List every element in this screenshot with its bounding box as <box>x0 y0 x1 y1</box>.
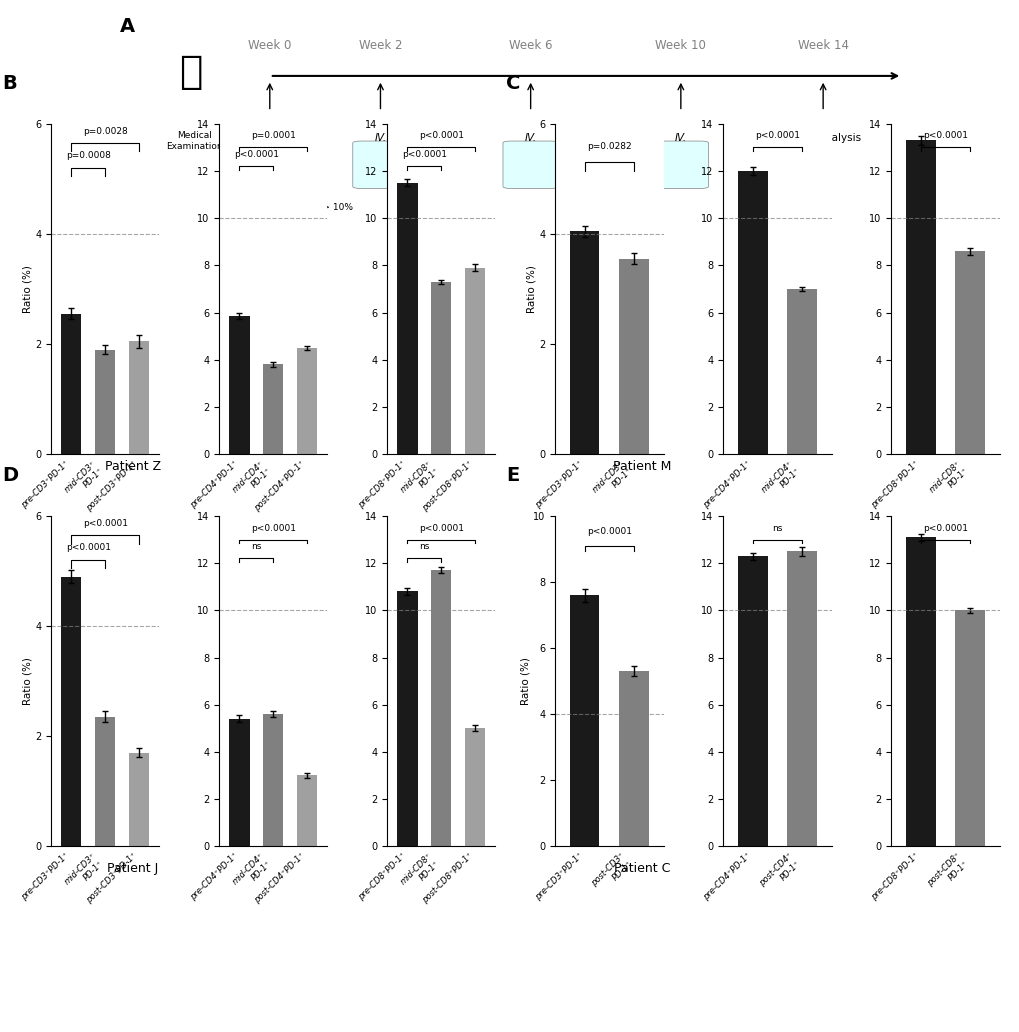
Text: p<0.0001: p<0.0001 <box>419 131 464 140</box>
Text: IV.: IV. <box>675 133 686 143</box>
Y-axis label: Ratio (%): Ratio (%) <box>520 657 530 705</box>
Text: IV.: IV. <box>374 133 386 143</box>
Y-axis label: Ratio (%): Ratio (%) <box>526 265 536 313</box>
Y-axis label: Ratio (%): Ratio (%) <box>22 657 33 705</box>
Text: p=0.0028: p=0.0028 <box>83 127 127 136</box>
FancyBboxPatch shape <box>652 141 708 189</box>
Bar <box>737 556 766 846</box>
Text: Patient M: Patient M <box>612 459 672 473</box>
Text: p<0.0001: p<0.0001 <box>922 131 967 140</box>
Bar <box>128 752 149 846</box>
Bar <box>619 259 648 454</box>
Bar <box>297 775 317 846</box>
Bar <box>431 571 451 846</box>
Bar <box>229 719 250 846</box>
Text: p=0.0001: p=0.0001 <box>251 131 296 140</box>
Text: p=0.0008: p=0.0008 <box>66 151 111 160</box>
Text: ns: ns <box>251 543 261 551</box>
Bar <box>431 282 451 454</box>
Bar <box>229 316 250 454</box>
Bar <box>570 231 599 454</box>
Text: p<0.0001: p<0.0001 <box>754 131 799 140</box>
Text: A: A <box>119 17 135 36</box>
Bar <box>955 610 984 846</box>
Bar <box>263 364 283 454</box>
Text: Blood
Collection: Blood Collection <box>255 131 300 151</box>
Y-axis label: Ratio (%): Ratio (%) <box>22 265 33 313</box>
Bar <box>955 251 984 454</box>
Text: p<0.0001: p<0.0001 <box>586 526 631 536</box>
Text: p<0.0001: p<0.0001 <box>401 151 446 159</box>
Text: Patient Z: Patient Z <box>104 459 161 473</box>
Text: p=0.0282: p=0.0282 <box>586 142 631 152</box>
Bar <box>95 350 115 454</box>
Bar <box>396 591 417 846</box>
Text: ⛹: ⛹ <box>179 53 202 91</box>
Text: Week 2: Week 2 <box>359 39 401 53</box>
Text: p<0.0001: p<0.0001 <box>83 519 127 528</box>
FancyBboxPatch shape <box>502 141 557 189</box>
Text: B: B <box>2 74 17 93</box>
Text: Patient J: Patient J <box>107 862 158 875</box>
Bar <box>619 671 648 846</box>
Text: D: D <box>2 466 18 485</box>
Bar <box>61 314 82 454</box>
Bar <box>465 729 485 846</box>
Bar <box>737 171 766 454</box>
Text: E: E <box>505 466 519 485</box>
Text: p<0.0001: p<0.0001 <box>419 523 464 533</box>
Bar <box>297 348 317 454</box>
FancyBboxPatch shape <box>353 141 408 189</box>
Bar <box>465 267 485 454</box>
Bar <box>570 595 599 846</box>
Text: IV.: IV. <box>524 133 536 143</box>
Text: C: C <box>505 74 520 93</box>
Text: PBMC Analysis: PBMC Analysis <box>785 133 860 143</box>
Bar <box>905 538 934 846</box>
Text: ns: ns <box>771 523 782 533</box>
Text: Patient C: Patient C <box>613 862 671 875</box>
Text: p<0.0001: p<0.0001 <box>251 523 296 533</box>
Text: Week 14: Week 14 <box>797 39 848 53</box>
Bar <box>396 183 417 454</box>
Text: p<0.0001: p<0.0001 <box>233 151 278 159</box>
Bar <box>128 342 149 454</box>
Bar <box>787 551 816 846</box>
Bar <box>61 577 82 846</box>
Text: Week 10: Week 10 <box>655 39 705 53</box>
Bar <box>95 717 115 846</box>
Text: p<0.0001: p<0.0001 <box>65 543 111 552</box>
Text: p<0.0001: p<0.0001 <box>922 523 967 533</box>
Text: ns: ns <box>419 543 429 551</box>
Text: Medical
Examination: Medical Examination <box>166 131 223 151</box>
Bar <box>787 289 816 454</box>
Bar <box>905 140 934 454</box>
Text: PBMC Analysis:
CD3+PD-1+ > 4%
CD3+CD8+PD-1+ > 10%: PBMC Analysis: CD3+PD-1+ > 4% CD3+CD8+PD… <box>238 183 353 213</box>
Bar <box>263 714 283 846</box>
Text: Week 0: Week 0 <box>248 39 291 53</box>
Text: Week 6: Week 6 <box>508 39 552 53</box>
